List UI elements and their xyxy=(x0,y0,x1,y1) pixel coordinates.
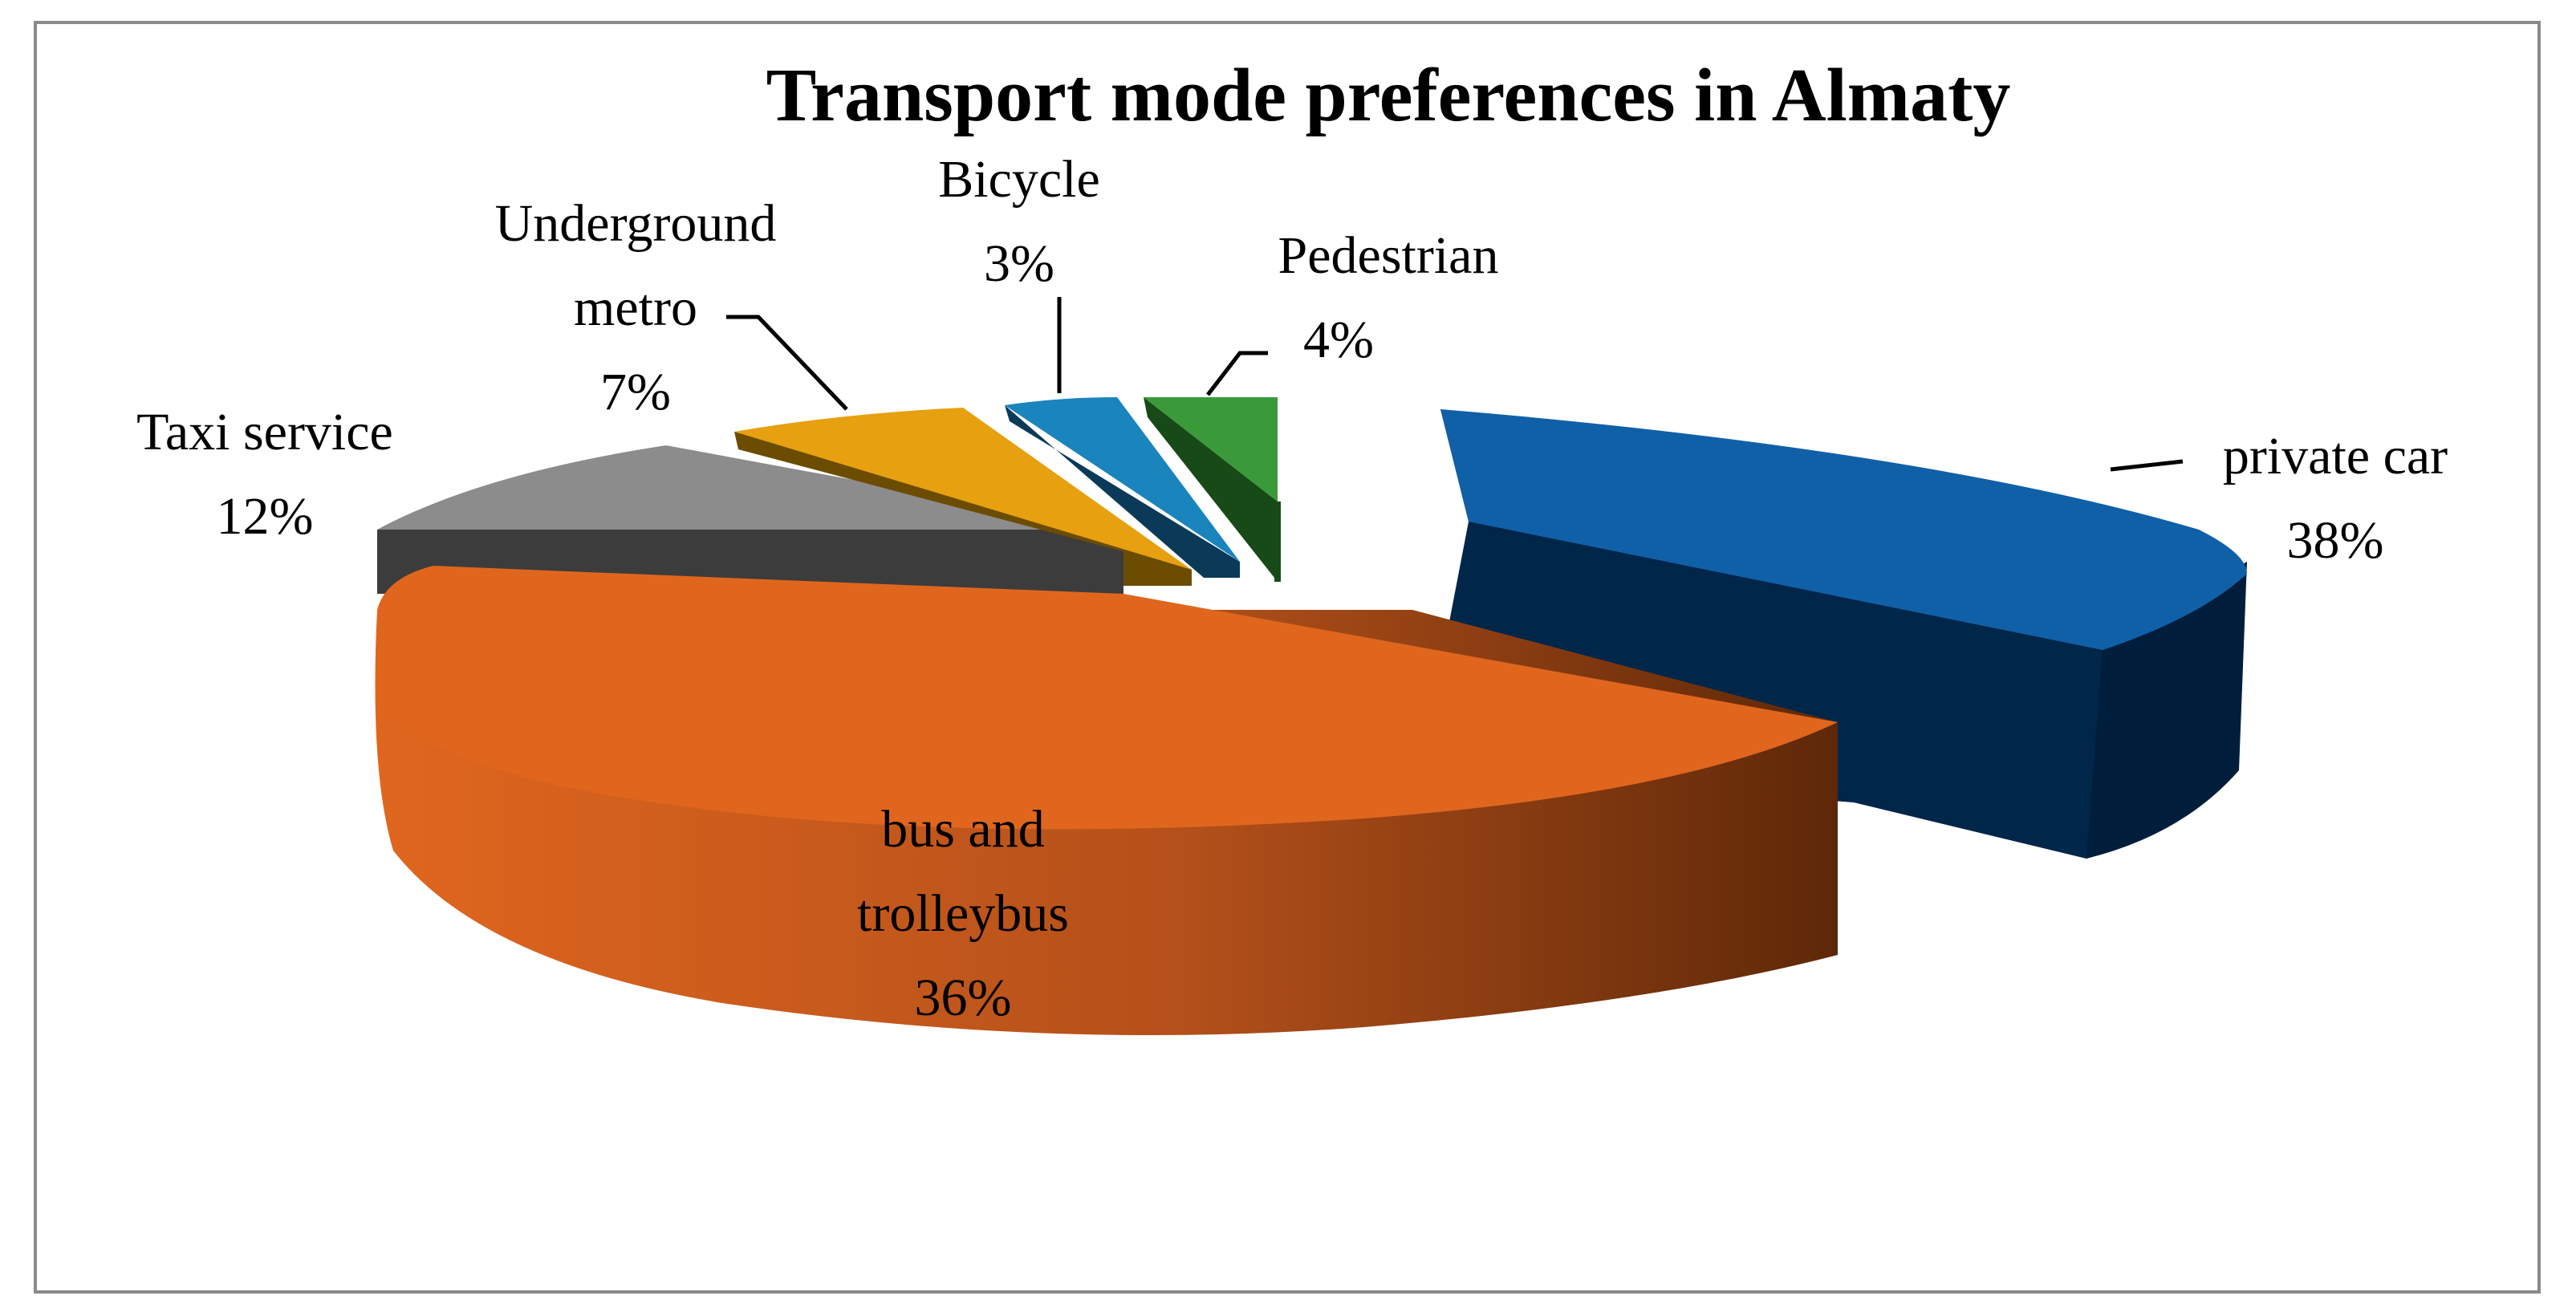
leader-underground-metro xyxy=(726,315,848,411)
label-taxi-service-value: 12% xyxy=(217,487,314,546)
slice-bicycle xyxy=(1005,397,1240,578)
label-bicycle-value: 3% xyxy=(984,234,1054,293)
label-bicycle-name: Bicycle xyxy=(938,150,1100,209)
label-taxi-service-name: Taxi service xyxy=(136,403,393,461)
label-underground-metro-name-1: Underground xyxy=(495,194,777,253)
label-pedestrian-value: 4% xyxy=(1303,311,1374,369)
leader-lines xyxy=(726,297,2184,472)
slice-underground-metro xyxy=(734,408,1192,586)
chart-title: Transport mode preferences in Almaty xyxy=(766,54,2011,137)
leader-private-car xyxy=(2110,459,2184,472)
label-bus-name-2: trolleybus xyxy=(857,884,1069,943)
label-private-car-name: private car xyxy=(2223,427,2448,485)
data-labels: Underground metro 7% Bicycle 3% Pedestri… xyxy=(136,150,2448,1027)
label-pedestrian-name: Pedestrian xyxy=(1278,226,1499,285)
label-underground-metro-name-2: metro xyxy=(574,278,697,337)
leader-pedestrian xyxy=(1206,351,1268,396)
label-underground-metro-value: 7% xyxy=(600,363,671,421)
label-private-car-value: 38% xyxy=(2287,511,2384,570)
slice-bus-and-trolleybus xyxy=(375,566,1838,1035)
label-bus-value: 36% xyxy=(915,969,1012,1027)
label-bus-name-1: bus and xyxy=(881,800,1044,859)
slice-pedestrian xyxy=(1144,397,1281,582)
